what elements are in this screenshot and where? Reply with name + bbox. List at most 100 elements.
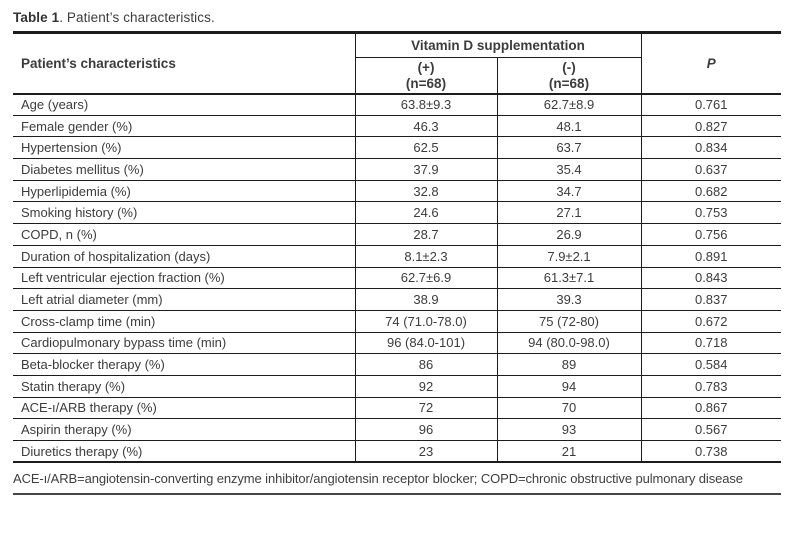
col-header-minus: (-) (n=68): [496, 57, 641, 94]
table-row: Cross-clamp time (min) 74 (71.0-78.0) 75 (…: [13, 309, 781, 333]
table-row: Hyperlipidemia (%) 32.8 34.7 0.682: [13, 179, 781, 202]
row-label-cell: Hyperlipidemia (%): [13, 179, 355, 202]
minus-value-cell: 48.1: [496, 114, 641, 137]
minus-value-cell: 70: [496, 396, 641, 419]
row-label-cell: Statin therapy (%): [13, 374, 355, 398]
minus-value-cell: 63.7: [496, 136, 641, 159]
table-caption: Table 1. Patient’s characteristics.: [13, 8, 781, 28]
minus-value-cell: 35.4: [496, 158, 641, 181]
plus-value-cell: 62.5: [354, 136, 497, 159]
plus-value-cell: 96 (84.0-101): [354, 331, 497, 354]
plus-value-cell: 28.7: [354, 223, 497, 246]
p-value-cell: 0.867: [640, 396, 781, 419]
row-label-cell: Left ventricular ejection fraction (%): [13, 266, 355, 289]
minus-value-cell: 27.1: [496, 201, 641, 224]
plus-value-cell: 37.9: [354, 158, 497, 181]
row-label-cell: COPD, n (%): [13, 223, 355, 246]
row-label-cell: Duration of hospitalization (days): [13, 244, 355, 267]
p-value-cell: 0.637: [640, 158, 781, 181]
row-label-cell: Female gender (%): [13, 114, 355, 137]
plus-value-cell: 62.7±6.9: [354, 266, 497, 289]
p-value-cell: 0.891: [640, 244, 781, 267]
table-body: Age (years) 63.8±9.3 62.7±8.9 0.761 Female g…: [13, 92, 781, 463]
plus-value-cell: 74 (71.0-78.0): [354, 309, 497, 333]
table-row: Left atrial diameter (mm) 38.9 39.3 0.837: [13, 288, 781, 311]
table-row: COPD, n (%) 28.7 26.9 0.756: [13, 223, 781, 246]
minus-value-cell: 61.3±7.1: [496, 266, 641, 289]
col-header-minus-sign: (-): [562, 59, 576, 75]
minus-value-cell: 94 (80.0-98.0): [496, 331, 641, 354]
row-label-cell: Cardiopulmonary bypass time (min): [13, 331, 355, 354]
plus-value-cell: 32.8: [354, 179, 497, 202]
col-header-vitamin-d-group: Vitamin D supplementation: [354, 32, 641, 58]
minus-value-cell: 75 (72-80): [496, 309, 641, 333]
minus-value-cell: 7.9±2.1: [496, 244, 641, 267]
row-label-cell: Diabetes mellitus (%): [13, 158, 355, 181]
col-header-plus-n: (n=68): [405, 75, 447, 91]
table-row: Smoking history (%) 24.6 27.1 0.753: [13, 201, 781, 224]
row-label-cell: Age (years): [13, 92, 355, 116]
row-label-cell: Cross-clamp time (min): [13, 309, 355, 333]
table-row: Diabetes mellitus (%) 37.9 35.4 0.637: [13, 158, 781, 181]
table-row: Hypertension (%) 62.5 63.7 0.834: [13, 136, 781, 159]
minus-value-cell: 89: [496, 353, 641, 376]
p-value-cell: 0.672: [640, 309, 781, 333]
plus-value-cell: 86: [354, 353, 497, 376]
p-value-cell: 0.584: [640, 353, 781, 376]
table-block: Table 1. Patient’s characteristics. Pati…: [13, 8, 781, 496]
table-row: Beta-blocker therapy (%) 86 89 0.584: [13, 353, 781, 376]
minus-value-cell: 39.3: [496, 288, 641, 311]
p-value-cell: 0.834: [640, 136, 781, 159]
table-row: Aspirin therapy (%) 96 93 0.567: [13, 418, 781, 441]
p-value-cell: 0.843: [640, 266, 781, 289]
p-value-cell: 0.783: [640, 374, 781, 398]
row-label-cell: Hypertension (%): [13, 136, 355, 159]
plus-value-cell: 8.1±2.3: [354, 244, 497, 267]
plus-value-cell: 38.9: [354, 288, 497, 311]
minus-value-cell: 62.7±8.9: [496, 92, 641, 116]
footnote: ACE-ı/ARB=angiotensin-converting enzyme …: [13, 471, 743, 487]
plus-value-cell: 24.6: [354, 201, 497, 224]
row-label-cell: Beta-blocker therapy (%): [13, 353, 355, 376]
row-label-cell: Left atrial diameter (mm): [13, 288, 355, 311]
header-row-group: Patient’s characteristics Vitamin D supp…: [13, 32, 781, 94]
table-row: Cardiopulmonary bypass time (min) 96 (84.…: [13, 331, 781, 354]
minus-value-cell: 26.9: [496, 223, 641, 246]
row-label-cell: Smoking history (%): [13, 201, 355, 224]
col-header-plus: (+) (n=68): [354, 57, 497, 94]
row-label-cell: Diuretics therapy (%): [13, 440, 355, 463]
p-value-cell: 0.827: [640, 114, 781, 137]
table-row: Age (years) 63.8±9.3 62.7±8.9 0.761: [13, 92, 781, 116]
table-caption-text: . Patient’s characteristics.: [59, 10, 215, 25]
minus-value-cell: 34.7: [496, 179, 641, 202]
plus-value-cell: 63.8±9.3: [354, 92, 497, 116]
row-label-cell: ACE-ı/ARB therapy (%): [13, 396, 355, 419]
col-header-plus-sign: (+): [417, 59, 435, 75]
p-value-cell: 0.567: [640, 418, 781, 441]
p-value-cell: 0.837: [640, 288, 781, 311]
p-value-cell: 0.761: [640, 92, 781, 116]
p-value-cell: 0.718: [640, 331, 781, 354]
col-header-p: P: [640, 32, 781, 94]
table-row: ACE-ı/ARB therapy (%) 72 70 0.867: [13, 396, 781, 419]
minus-value-cell: 93: [496, 418, 641, 441]
patient-characteristics-table: Patient’s characteristics Vitamin D supp…: [13, 31, 781, 464]
bottom-rule: [13, 493, 781, 496]
p-value-cell: 0.738: [640, 440, 781, 463]
minus-value-cell: 21: [496, 440, 641, 463]
col-header-characteristics: Patient’s characteristics: [21, 55, 176, 71]
minus-value-cell: 94: [496, 374, 641, 398]
plus-value-cell: 23: [354, 440, 497, 463]
table-row: Diuretics therapy (%) 23 21 0.738: [13, 440, 781, 463]
table-row: Statin therapy (%) 92 94 0.783: [13, 374, 781, 398]
plus-value-cell: 92: [354, 374, 497, 398]
table-caption-number: Table 1: [13, 10, 60, 25]
p-value-cell: 0.756: [640, 223, 781, 246]
row-label-cell: Aspirin therapy (%): [13, 418, 355, 441]
plus-value-cell: 72: [354, 396, 497, 419]
table-header: Patient’s characteristics Vitamin D supp…: [13, 32, 781, 94]
plus-value-cell: 96: [354, 418, 497, 441]
table-row: Left ventricular ejection fraction (%) 62…: [13, 266, 781, 289]
p-value-cell: 0.753: [640, 201, 781, 224]
